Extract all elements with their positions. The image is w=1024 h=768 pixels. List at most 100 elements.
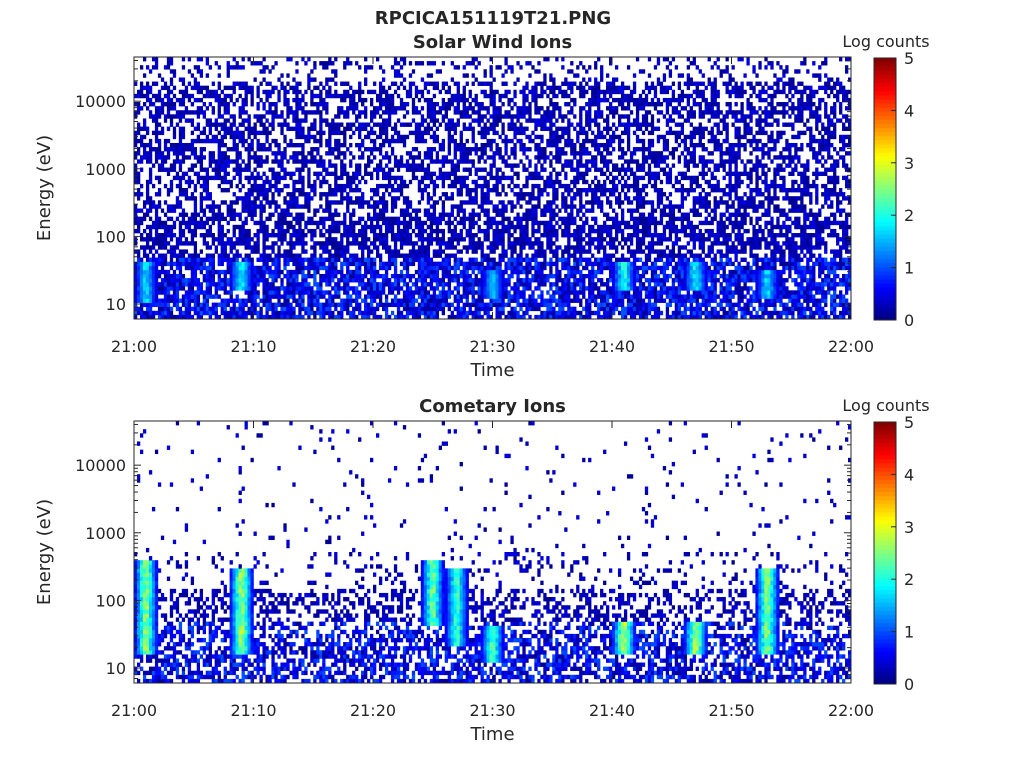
heatmap-cell — [444, 81, 448, 86]
heatmap-cell — [522, 237, 526, 242]
heatmap-cell — [295, 142, 299, 148]
heatmap-cell — [468, 245, 472, 250]
heatmap-cell — [172, 85, 177, 91]
heatmap-cell — [495, 171, 499, 177]
heatmap-cell — [396, 290, 401, 295]
heatmap-cell — [169, 253, 174, 258]
heatmap-cell — [217, 241, 221, 246]
heatmap-cell — [325, 257, 329, 262]
heatmap-cell — [217, 163, 221, 168]
heatmap-cell — [370, 151, 374, 156]
heatmap-cell — [226, 237, 230, 242]
heatmap-cell — [384, 118, 389, 123]
heatmap-cell — [429, 224, 434, 230]
heatmap-cell — [220, 114, 224, 119]
heatmap-cell — [328, 282, 332, 287]
heatmap-cell — [459, 208, 463, 213]
heatmap-cell — [241, 204, 245, 209]
heatmap-cell — [343, 249, 347, 254]
heatmap-cell — [172, 224, 177, 230]
heatmap-cell — [205, 278, 209, 283]
heatmap-cell — [235, 269, 239, 275]
heatmap-cell — [253, 204, 257, 209]
heatmap-cell — [387, 286, 392, 291]
heatmap-cell — [202, 138, 206, 144]
heatmap-cell — [516, 196, 520, 201]
heatmap-cell — [250, 282, 254, 287]
heatmap-cell — [331, 261, 335, 267]
heatmap-cell — [202, 241, 206, 246]
heatmap-cell — [226, 155, 230, 160]
heatmap-cell — [378, 261, 383, 267]
heatmap-cell — [438, 89, 443, 95]
heatmap-cell — [474, 245, 478, 250]
heatmap-cell — [405, 298, 410, 303]
heatmap-cell — [295, 110, 299, 115]
heatmap-cell — [325, 179, 329, 185]
heatmap-cell — [232, 65, 236, 70]
heatmap-cell — [492, 265, 496, 271]
heatmap-cell — [390, 237, 395, 242]
heatmap-cell — [387, 159, 392, 164]
heatmap-cell — [319, 261, 323, 267]
heatmap-cell — [214, 138, 218, 144]
heatmap-cell — [295, 179, 299, 185]
heatmap-cell — [187, 278, 192, 283]
heatmap-cell — [504, 282, 508, 287]
heatmap-cell — [450, 241, 454, 246]
heatmap-cell — [286, 261, 290, 267]
heatmap-cell — [522, 265, 526, 271]
heatmap-cell — [304, 310, 308, 316]
heatmap-cell — [310, 188, 314, 193]
heatmap-cell — [489, 114, 493, 119]
heatmap-cell — [148, 85, 153, 91]
heatmap-cell — [283, 175, 287, 181]
heatmap-cell — [367, 134, 371, 140]
heatmap-cell — [301, 228, 305, 234]
heatmap-cell — [370, 216, 374, 222]
heatmap-cell — [396, 73, 401, 78]
heatmap-cell — [172, 163, 177, 168]
heatmap-cell — [136, 269, 141, 275]
heatmap-cell — [262, 245, 266, 250]
heatmap-cell — [301, 110, 305, 115]
heatmap-cell — [289, 220, 293, 226]
heatmap-cell — [381, 102, 386, 107]
heatmap-cell — [295, 282, 299, 287]
heatmap-cell — [220, 233, 224, 238]
heatmap-cell — [510, 233, 514, 238]
heatmap-cell — [375, 269, 380, 275]
heatmap-cell — [522, 302, 526, 308]
heatmap-cell — [355, 306, 359, 312]
heatmap-cell — [286, 302, 290, 308]
heatmap-cell — [352, 188, 356, 193]
heatmap-cell — [190, 138, 195, 144]
heatmap-cell — [504, 138, 508, 144]
heatmap-cell — [384, 278, 389, 283]
heatmap-cell — [438, 294, 443, 299]
heatmap-cell — [384, 265, 389, 271]
heatmap-cell — [370, 118, 374, 123]
heatmap-cell — [420, 130, 425, 136]
heatmap-cell — [286, 228, 290, 234]
heatmap-cell — [423, 151, 428, 156]
heatmap-cell — [459, 237, 463, 242]
heatmap-cell — [432, 310, 437, 316]
heatmap-cell — [375, 122, 380, 127]
heatmap-cell — [352, 257, 356, 262]
heatmap-cell — [316, 224, 320, 230]
heatmap-cell — [166, 102, 171, 107]
heatmap-cell — [244, 97, 248, 103]
heatmap-cell — [331, 192, 335, 197]
heatmap-cell — [343, 61, 347, 66]
heatmap-cell — [462, 106, 466, 111]
heatmap-cell — [504, 314, 508, 320]
heatmap-cell — [157, 93, 162, 99]
heatmap-cell — [205, 241, 209, 246]
heatmap-cell — [253, 114, 257, 119]
heatmap-cell — [187, 167, 192, 172]
heatmap-cell — [334, 220, 338, 226]
heatmap-cell — [507, 261, 511, 267]
heatmap-cell — [232, 265, 236, 271]
